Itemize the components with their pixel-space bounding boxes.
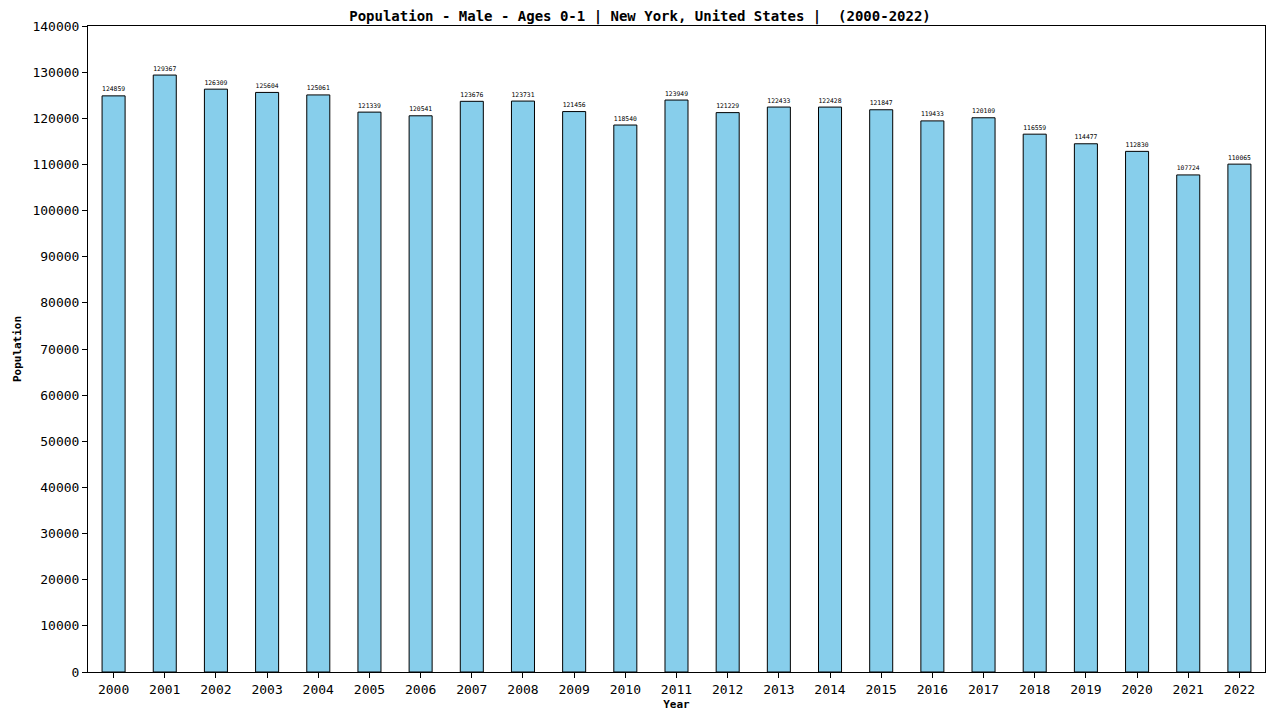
svg-text:125061: 125061	[307, 84, 330, 92]
svg-text:107724: 107724	[1177, 164, 1200, 171]
svg-text:123676: 123676	[460, 91, 483, 99]
svg-text:121339: 121339	[358, 102, 381, 110]
svg-text:Population: Population	[11, 316, 24, 382]
svg-text:2021: 2021	[1173, 682, 1204, 697]
svg-text:10000: 10000	[40, 618, 79, 633]
svg-text:2000: 2000	[98, 682, 129, 697]
svg-text:110000: 110000	[32, 157, 79, 172]
svg-text:2009: 2009	[558, 682, 589, 697]
svg-text:123731: 123731	[511, 91, 534, 99]
svg-text:2012: 2012	[712, 682, 743, 697]
svg-text:2016: 2016	[917, 682, 948, 697]
svg-text:2018: 2018	[1019, 682, 1050, 697]
svg-text:Population - Male - Ages 0-1 |: Population - Male - Ages 0-1 | New York,…	[349, 8, 931, 25]
svg-text:2005: 2005	[354, 682, 385, 697]
svg-text:140000: 140000	[32, 19, 79, 34]
svg-text:110065: 110065	[1228, 154, 1251, 162]
svg-text:2004: 2004	[303, 682, 334, 697]
svg-text:0: 0	[72, 665, 80, 680]
svg-text:90000: 90000	[40, 249, 79, 264]
svg-text:Year: Year	[663, 698, 690, 711]
svg-text:2015: 2015	[866, 682, 897, 697]
svg-text:121456: 121456	[563, 101, 586, 109]
svg-text:20000: 20000	[40, 572, 79, 587]
svg-text:121847: 121847	[870, 99, 893, 107]
svg-text:122428: 122428	[819, 97, 842, 105]
svg-text:2007: 2007	[456, 682, 487, 697]
svg-text:120109: 120109	[972, 107, 995, 115]
svg-text:2011: 2011	[661, 682, 692, 697]
svg-text:50000: 50000	[40, 434, 79, 449]
svg-text:114477: 114477	[1074, 133, 1097, 141]
svg-text:2022: 2022	[1224, 682, 1255, 697]
svg-text:116559: 116559	[1023, 124, 1046, 132]
svg-text:2014: 2014	[814, 682, 845, 697]
svg-text:122433: 122433	[767, 97, 790, 105]
svg-text:126309: 126309	[204, 79, 227, 87]
svg-text:100000: 100000	[32, 203, 79, 218]
svg-text:70000: 70000	[40, 342, 79, 357]
svg-text:120000: 120000	[32, 111, 79, 126]
svg-text:2008: 2008	[507, 682, 538, 697]
svg-text:2003: 2003	[251, 682, 282, 697]
svg-text:129367: 129367	[153, 65, 176, 73]
svg-text:2001: 2001	[149, 682, 180, 697]
svg-text:2010: 2010	[610, 682, 641, 697]
svg-text:80000: 80000	[40, 295, 79, 310]
svg-text:2006: 2006	[405, 682, 436, 697]
svg-text:123949: 123949	[665, 90, 688, 98]
svg-text:2002: 2002	[200, 682, 231, 697]
svg-text:40000: 40000	[40, 480, 79, 495]
svg-text:124859: 124859	[102, 85, 125, 93]
svg-text:119433: 119433	[921, 110, 944, 118]
svg-text:2017: 2017	[968, 682, 999, 697]
svg-text:118540: 118540	[614, 115, 637, 123]
svg-text:30000: 30000	[40, 526, 79, 541]
svg-text:121229: 121229	[716, 102, 739, 110]
svg-text:2020: 2020	[1121, 682, 1152, 697]
svg-text:2013: 2013	[763, 682, 794, 697]
svg-text:112830: 112830	[1126, 141, 1149, 149]
svg-text:2019: 2019	[1070, 682, 1101, 697]
svg-text:130000: 130000	[32, 65, 79, 80]
svg-text:120541: 120541	[409, 105, 432, 113]
svg-text:125604: 125604	[256, 82, 279, 89]
svg-text:60000: 60000	[40, 388, 79, 403]
